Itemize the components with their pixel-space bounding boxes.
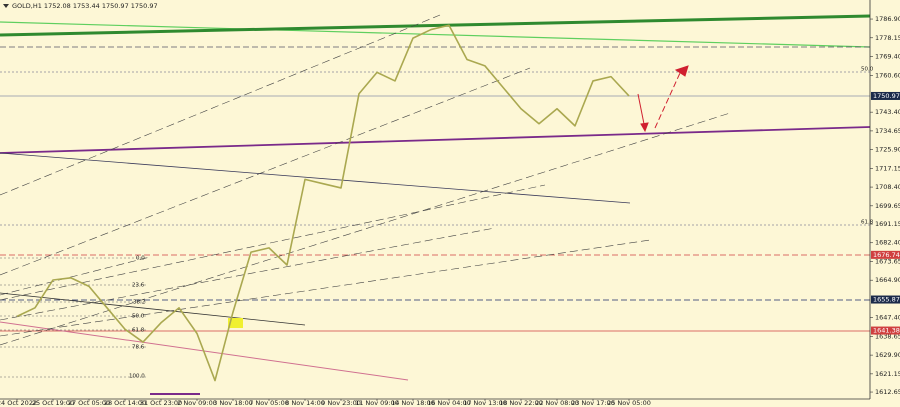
x-tick-label: 3 Nov 18:00: [213, 399, 253, 407]
chart-title: GOLD,H1 1752.08 1753.44 1750.97 1750.97: [12, 2, 158, 10]
fib-label: 50.0: [861, 67, 874, 73]
x-tick-label: 8 Nov 14:00: [285, 399, 325, 407]
price-label: 1655.87: [873, 296, 900, 304]
x-tick-label: 24 Oct 2022: [0, 399, 37, 407]
y-tick-label: 1682.40: [875, 239, 900, 247]
fib-label: 78.6: [132, 345, 145, 351]
y-tick-label: 1708.40: [875, 183, 900, 191]
fib-label: 50.0: [132, 314, 145, 320]
x-tick-label: 28 Oct 14:00: [104, 399, 146, 407]
drawings: [0, 14, 871, 395]
y-tick-label: 1629.90: [875, 351, 900, 359]
x-tick-label: 17 Nov 13:00: [463, 399, 507, 407]
x-tick-label: 18 Nov 22:00: [499, 399, 543, 407]
trend-line: [0, 152, 631, 204]
fib-label: 100.0: [129, 374, 145, 380]
x-tick-label: 14 Nov 18:00: [391, 399, 435, 407]
x-tick-label: 23 Nov 17:00: [571, 399, 615, 407]
price-label-box: [871, 295, 900, 304]
fib-label: 38.2: [133, 300, 145, 306]
price-label: 1750.97: [873, 92, 900, 100]
y-tick-label: 1725.90: [875, 146, 900, 154]
menu-icon[interactable]: [3, 4, 9, 8]
x-tick-label: 22 Nov 08:00: [535, 399, 579, 407]
highlight: [228, 318, 243, 328]
channel-lines: [0, 14, 731, 346]
price-label-box: [871, 91, 900, 100]
forecast-arrows: [637, 65, 689, 133]
y-tick-label: 1734.65: [875, 127, 900, 135]
fib-label: 61.8: [861, 220, 874, 226]
x-tick-label: 25 Nov 05:00: [607, 399, 651, 407]
price-line: [16, 24, 630, 382]
y-tick-label: 1743.40: [875, 108, 900, 116]
trend-line: [0, 126, 871, 154]
y-tick-label: 1717.15: [875, 164, 900, 172]
y-tick-label: 1673.65: [875, 257, 900, 265]
x-tick-label: 9 Nov 23:00: [321, 399, 361, 407]
x-tick-label: 2 Nov 09:00: [177, 399, 217, 407]
y-tick-label: 1769.40: [875, 53, 900, 61]
y-tick-label: 1760.60: [875, 71, 900, 79]
y-tick-label: 1778.15: [875, 34, 900, 42]
price-label-box: [871, 250, 900, 259]
x-tick-label: 11 Nov 09:00: [355, 399, 399, 407]
y-tick-label: 1786.90: [875, 15, 900, 23]
x-tick-label: 16 Nov 04:00: [427, 399, 471, 407]
fib-label: 23.6: [132, 283, 145, 289]
x-tick-label: 7 Nov 05:00: [249, 399, 289, 407]
y-tick-label: 1638.65: [875, 332, 900, 340]
x-tick-label: 31 Oct 23:00: [140, 399, 182, 407]
fib-label: 0.0: [136, 256, 145, 262]
price-label: 1641.38: [873, 327, 900, 335]
trend-line: [0, 292, 306, 326]
x-tick-label: 27 Oct 05:00: [68, 399, 110, 407]
y-tick-label: 1691.15: [875, 220, 900, 228]
y-tick-label: 1664.90: [875, 276, 900, 284]
fib-levels: [0, 257, 148, 378]
y-tick-label: 1621.15: [875, 370, 900, 378]
y-tick-label: 1647.40: [875, 314, 900, 322]
fib-label: 61.8: [132, 328, 145, 334]
x-tick-label: 25 Oct 19:00: [32, 399, 74, 407]
y-tick-label: 1699.65: [875, 202, 900, 210]
price-label-box: [871, 326, 900, 335]
trend-line: [0, 14, 871, 37]
price-label: 1676.74: [873, 251, 900, 259]
trend-line: [0, 21, 871, 48]
y-tick-label: 1612.65: [875, 388, 900, 396]
